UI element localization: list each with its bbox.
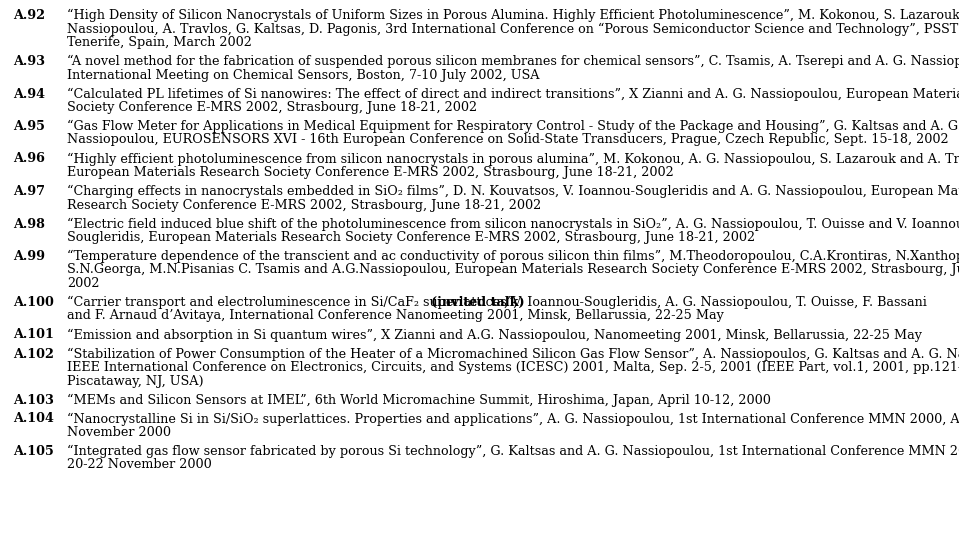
Text: Sougleridis, European Materials Research Society Conference E-MRS 2002, Strasbou: Sougleridis, European Materials Research…	[67, 231, 755, 244]
Text: A.96: A.96	[13, 152, 45, 166]
Text: (invited talk): (invited talk)	[431, 296, 525, 309]
Text: IEEE International Conference on Electronics, Circuits, and Systems (ICESC) 2001: IEEE International Conference on Electro…	[67, 361, 959, 374]
Text: and F. Arnaud d’Avitaya, International Conference Nanomeeting 2001, Minsk, Bella: and F. Arnaud d’Avitaya, International C…	[67, 310, 724, 323]
Text: A.103: A.103	[13, 393, 54, 406]
Text: November 2000: November 2000	[67, 426, 171, 439]
Text: A.97: A.97	[13, 185, 45, 198]
Text: “Nanocrystalline Si in Si/SiO₂ superlattices. Properties and applications”, A. G: “Nanocrystalline Si in Si/SiO₂ superlatt…	[67, 412, 959, 426]
Text: “Electric field induced blue shift of the photoluminescence from silicon nanocry: “Electric field induced blue shift of th…	[67, 218, 959, 231]
Text: European Materials Research Society Conference E-MRS 2002, Strasbourg, June 18-2: European Materials Research Society Conf…	[67, 166, 674, 179]
Text: A.104: A.104	[13, 412, 54, 426]
Text: A.102: A.102	[13, 348, 54, 360]
Text: “Gas Flow Meter for Applications in Medical Equipment for Respiratory Control - : “Gas Flow Meter for Applications in Medi…	[67, 120, 959, 133]
Text: 20-22 November 2000: 20-22 November 2000	[67, 459, 212, 472]
Text: Piscataway, NJ, USA): Piscataway, NJ, USA)	[67, 374, 203, 387]
Text: “Temperature dependence of the transcient and ac conductivity of porous silicon : “Temperature dependence of the transcien…	[67, 250, 959, 263]
Text: Tenerife, Spain, March 2002: Tenerife, Spain, March 2002	[67, 36, 252, 49]
Text: S.N.Georga, M.N.Pisanias C. Tsamis and A.G.Nassiopoulou, European Materials Rese: S.N.Georga, M.N.Pisanias C. Tsamis and A…	[67, 263, 959, 277]
Text: “Highly efficient photoluminescence from silicon nanocrystals in porous alumina”: “Highly efficient photoluminescence from…	[67, 152, 959, 166]
Text: International Meeting on Chemical Sensors, Boston, 7-10 July 2002, USA: International Meeting on Chemical Sensor…	[67, 69, 540, 81]
Text: “Charging effects in nanocrystals embedded in SiO₂ films”, D. N. Kouvatsos, V. I: “Charging effects in nanocrystals embedd…	[67, 185, 959, 198]
Text: Society Conference E-MRS 2002, Strasbourg, June 18-21, 2002: Society Conference E-MRS 2002, Strasbour…	[67, 101, 478, 114]
Text: A.99: A.99	[13, 250, 45, 263]
Text: A.105: A.105	[13, 445, 54, 458]
Text: A.98: A.98	[13, 218, 45, 230]
Text: “MEMs and Silicon Sensors at IMEL”, 6th World Micromachine Summit, Hiroshima, Ja: “MEMs and Silicon Sensors at IMEL”, 6th …	[67, 393, 771, 407]
Text: “Integrated gas flow sensor fabricated by porous Si technology”, G. Kaltsas and : “Integrated gas flow sensor fabricated b…	[67, 445, 959, 458]
Text: “High Density of Silicon Nanocrystals of Uniform Sizes in Porous Alumina. Highly: “High Density of Silicon Nanocrystals of…	[67, 9, 959, 22]
Text: A.101: A.101	[13, 329, 54, 341]
Text: A.100: A.100	[13, 296, 54, 309]
Text: Research Society Conference E-MRS 2002, Strasbourg, June 18-21, 2002: Research Society Conference E-MRS 2002, …	[67, 199, 541, 211]
Text: “Calculated PL lifetimes of Si nanowires: The effect of direct and indirect tran: “Calculated PL lifetimes of Si nanowires…	[67, 88, 959, 101]
Text: Nassiopoulou, EUROSENSORS XVI - 16th European Conference on Solid-State Transduc: Nassiopoulou, EUROSENSORS XVI - 16th Eur…	[67, 133, 948, 147]
Text: Nassiopoulou, A. Travlos, G. Kaltsas, D. Pagonis, 3rd International Conference o: Nassiopoulou, A. Travlos, G. Kaltsas, D.…	[67, 22, 959, 36]
Text: “Emission and absorption in Si quantum wires”, X Zianni and A.G. Nassiopoulou, N: “Emission and absorption in Si quantum w…	[67, 329, 922, 341]
Text: A.92: A.92	[13, 9, 45, 22]
Text: 2002: 2002	[67, 277, 100, 290]
Text: “Carrier transport and electroluminescence in Si/CaF₂ superlattices”,: “Carrier transport and electroluminescen…	[67, 296, 522, 309]
Text: A.94: A.94	[13, 88, 45, 100]
Text: “A novel method for the fabrication of suspended porous silicon membranes for ch: “A novel method for the fabrication of s…	[67, 55, 959, 68]
Text: A.93: A.93	[13, 55, 45, 68]
Text: , V. Ioannou-Sougleridis, A. G. Nassiopoulou, T. Ouisse, F. Bassani: , V. Ioannou-Sougleridis, A. G. Nassiopo…	[503, 296, 926, 309]
Text: A.95: A.95	[13, 120, 45, 133]
Text: “Stabilization of Power Consumption of the Heater of a Micromachined Silicon Gas: “Stabilization of Power Consumption of t…	[67, 348, 959, 360]
